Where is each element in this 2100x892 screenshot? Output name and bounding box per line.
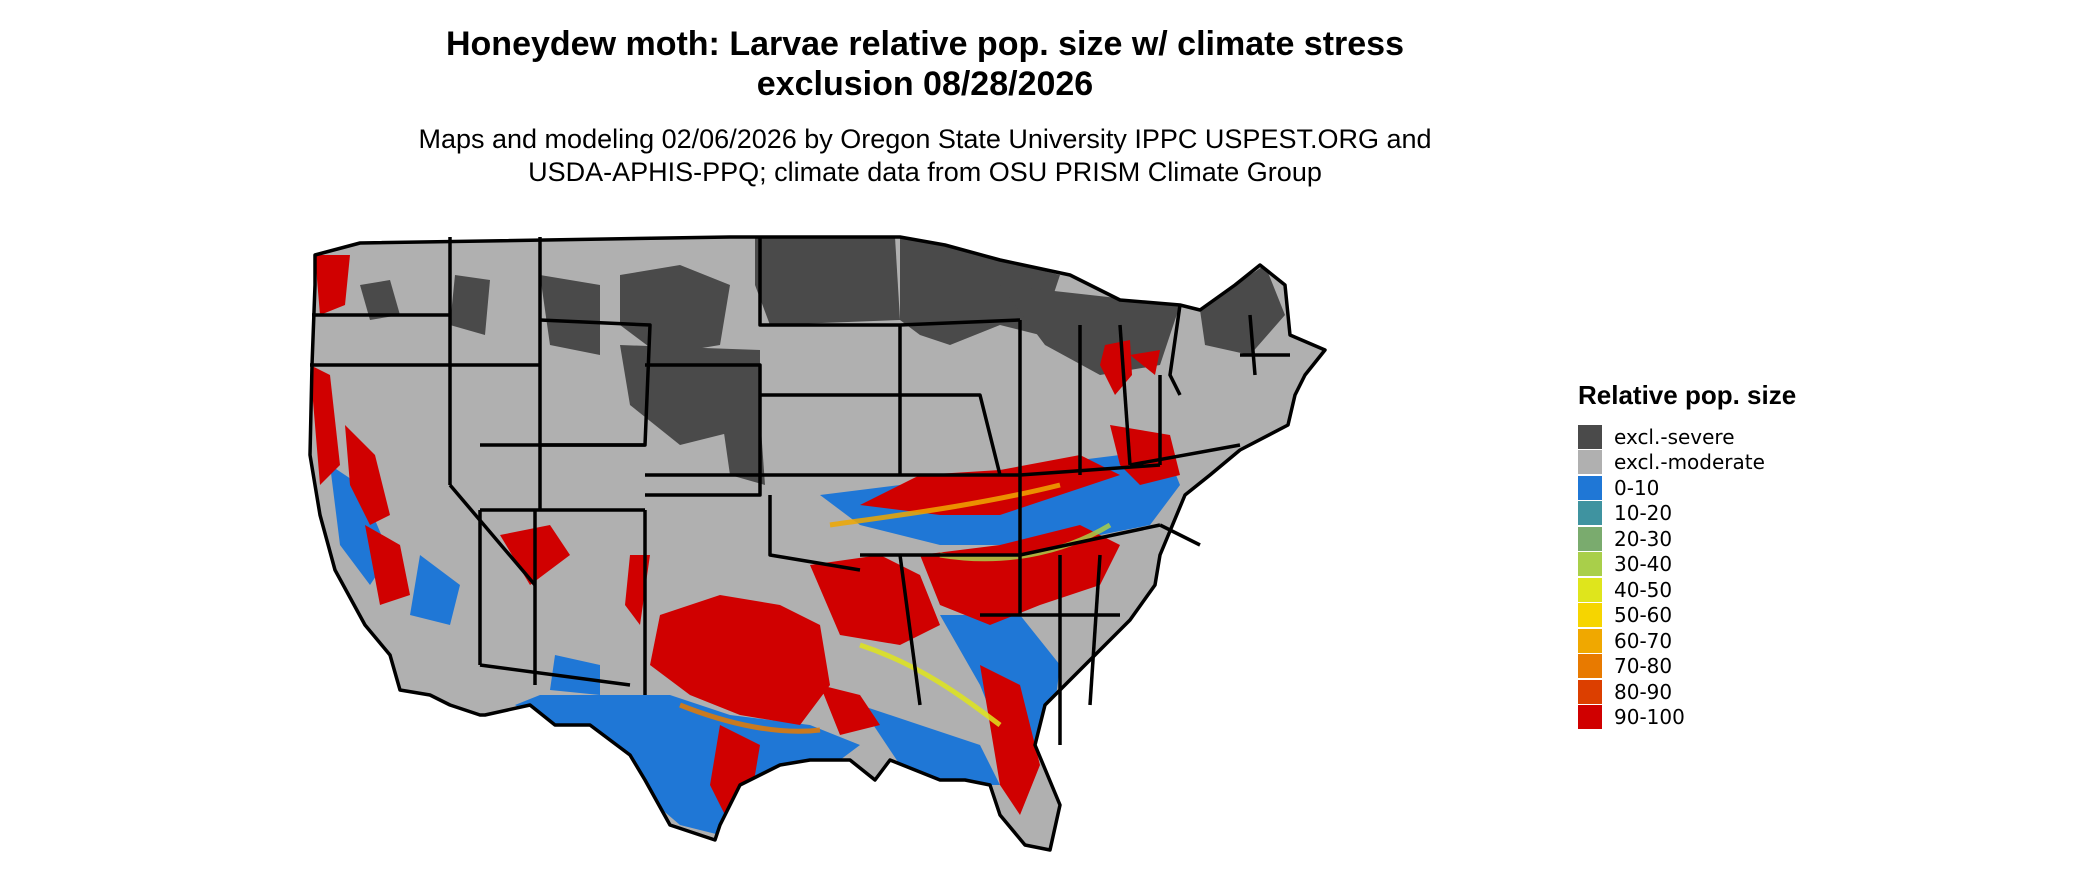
legend: Relative pop. size excl.-severe excl.-mo…	[1578, 380, 1796, 730]
legend-item-excl-moderate: excl.-moderate	[1578, 450, 1796, 476]
transition-bands	[679, 482, 1112, 734]
legend-swatch	[1578, 475, 1602, 500]
legend-label: 70-80	[1614, 654, 1673, 679]
legend-label: 40-50	[1614, 577, 1673, 602]
legend-swatch	[1578, 450, 1602, 475]
legend-item-70-80: 70-80	[1578, 654, 1796, 680]
legend-swatch	[1578, 654, 1602, 679]
legend-item-10-20: 10-20	[1578, 501, 1796, 527]
legend-swatch	[1578, 628, 1602, 653]
legend-label: 10-20	[1614, 501, 1673, 526]
legend-label: 90-100	[1614, 705, 1685, 730]
legend-swatch	[1578, 705, 1602, 730]
legend-swatch	[1578, 552, 1602, 577]
legend-item-90-100: 90-100	[1578, 705, 1796, 731]
legend-item-40-50: 40-50	[1578, 577, 1796, 603]
legend-label: excl.-severe	[1614, 424, 1735, 449]
title-line-1: Honeydew moth: Larvae relative pop. size…	[445, 25, 1404, 63]
legend-swatch	[1578, 577, 1602, 602]
legend-item-excl-severe: excl.-severe	[1578, 424, 1796, 450]
legend-item-20-30: 20-30	[1578, 526, 1796, 552]
legend-label: 0-10	[1614, 475, 1660, 500]
legend-label: 30-40	[1614, 552, 1673, 577]
legend-title: Relative pop. size	[1578, 380, 1797, 410]
legend-item-60-70: 60-70	[1578, 628, 1796, 654]
legend-swatch	[1578, 424, 1602, 449]
subtitle-line-1: Maps and modeling 02/06/2026 by Oregon S…	[418, 124, 1432, 154]
legend-item-0-10: 0-10	[1578, 475, 1796, 501]
legend-label: 50-60	[1614, 603, 1673, 628]
state-borders	[308, 235, 1327, 852]
title-line-2: exclusion 08/28/2026	[756, 65, 1094, 103]
legend-item-80-90: 80-90	[1578, 679, 1796, 705]
legend-label: 80-90	[1614, 679, 1673, 704]
map-subtitle: Maps and modeling 02/06/2026 by Oregon S…	[0, 123, 1850, 189]
legend-swatch	[1578, 501, 1602, 526]
legend-item-50-60: 50-60	[1578, 603, 1796, 629]
legend-swatch	[1578, 603, 1602, 628]
legend-label: excl.-moderate	[1614, 450, 1765, 475]
us-map	[308, 235, 1327, 852]
legend-swatch	[1578, 679, 1602, 704]
legend-label: 20-30	[1614, 526, 1673, 551]
map-title: Honeydew moth: Larvae relative pop. size…	[0, 24, 1850, 104]
legend-label: 60-70	[1614, 628, 1673, 653]
legend-swatch	[1578, 526, 1602, 551]
legend-item-30-40: 30-40	[1578, 552, 1796, 578]
excl-severe-areas	[360, 237, 1285, 485]
subtitle-line-2: USDA-APHIS-PPQ; climate data from OSU PR…	[528, 157, 1322, 187]
